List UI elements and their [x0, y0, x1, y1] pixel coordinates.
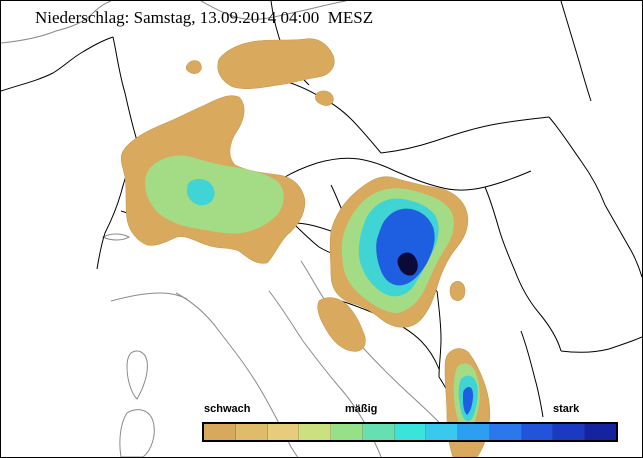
border-serbia-bulgaria: [520, 330, 544, 418]
legend-swatch: [489, 424, 522, 440]
border-hungary-romania: [484, 186, 516, 272]
border-romania-moldova: [604, 204, 642, 278]
italy-west-coast: [175, 292, 299, 457]
border-bulgaria-romania: [560, 336, 642, 353]
border-serbia-bosnia: [436, 290, 442, 378]
legend-swatch: [458, 424, 490, 440]
ligurian-coast: [110, 292, 188, 302]
legend-swatch: [394, 424, 427, 440]
precip-spots-czech: [315, 90, 334, 106]
legend-swatch: [299, 424, 332, 440]
legend-color-bar: [202, 422, 618, 442]
legend-swatch: [521, 424, 554, 440]
precip-extreme-hungary-core: [397, 252, 418, 276]
precip-moderate-switzerland: [187, 179, 215, 206]
legend-label-moderate: mäßig: [345, 403, 378, 415]
legend-swatch: [331, 424, 363, 440]
legend-swatch: [585, 424, 616, 440]
lake-geneva: [101, 233, 130, 241]
precip-area-germany-north: [217, 38, 335, 89]
map-title: Niederschlag: Samstag, 13.09.2014 04:00 …: [35, 8, 374, 27]
border-france-belgium: [1, 36, 114, 92]
precip-spot-serbia: [449, 281, 466, 301]
north-sea-coast: [1, 1, 112, 44]
corsica-coast: [126, 350, 148, 400]
precip-heavy-hungary: [376, 208, 435, 286]
precip-spots-top: [185, 60, 202, 74]
legend-swatch: [267, 424, 300, 440]
legend-swatch: [235, 424, 268, 440]
border-belarus-poland: [560, 1, 592, 102]
precip-extreme-layer: [397, 252, 418, 276]
border-ukraine-poland: [548, 116, 606, 206]
border-serbia-romania: [514, 270, 562, 352]
legend-swatch: [204, 424, 236, 440]
legend-swatch: [426, 424, 459, 440]
border-poland-slovakia: [380, 116, 550, 154]
baltic-coast: [200, 1, 347, 20]
border-czech-austria: [316, 157, 396, 172]
legend-label-strong: stark: [553, 403, 580, 415]
legend-label-weak: schwach: [204, 403, 251, 415]
legend-swatch: [362, 424, 395, 440]
precip-area-croatia-coast: [317, 297, 366, 352]
precip-heavy-adriatic: [463, 387, 473, 415]
legend-swatch: [553, 424, 586, 440]
precip-heavy-layer: [376, 208, 473, 415]
sardinia-coast: [119, 409, 155, 457]
border-germany-west: [112, 36, 140, 148]
border-slovakia-hungary: [394, 170, 532, 191]
